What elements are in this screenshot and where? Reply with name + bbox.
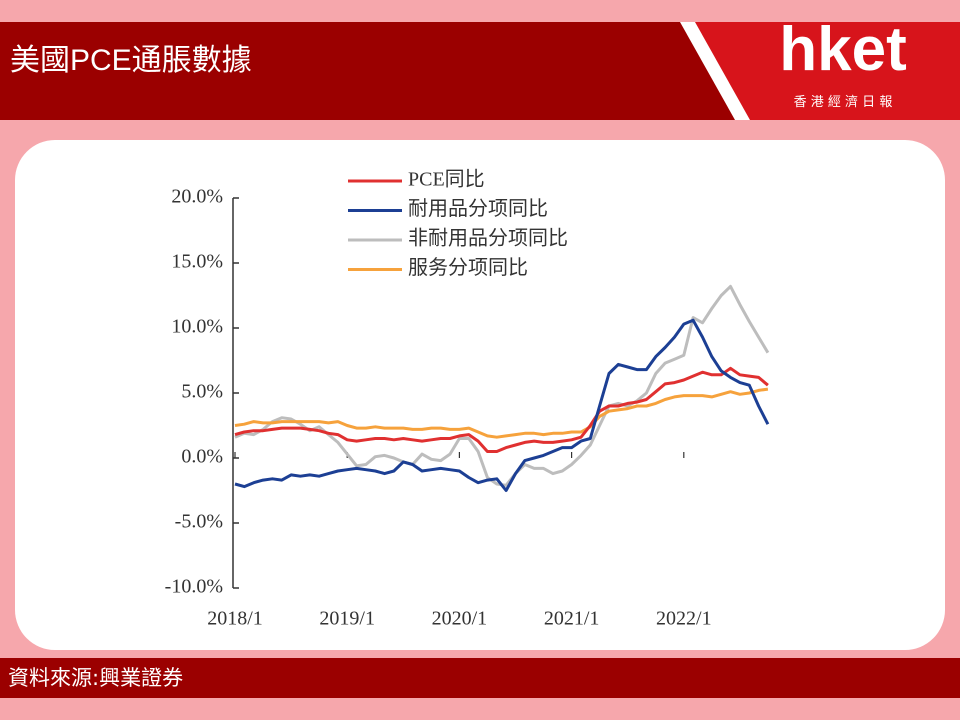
y-tick-label: 5.0% <box>181 381 223 403</box>
y-tick-label: 20.0% <box>171 186 223 208</box>
y-tick-label: 15.0% <box>171 251 223 273</box>
logo-subtitle: 香 港 經 濟 日 報 <box>794 94 893 110</box>
x-tick-label: 2021/1 <box>544 608 600 630</box>
page-title: 美國PCE通脹數據 <box>10 44 252 77</box>
source: 資料來源:興業證券 <box>8 666 183 690</box>
series-line <box>234 387 769 439</box>
x-tick-label: 2019/1 <box>319 608 375 630</box>
logo: hket <box>779 15 906 84</box>
logo-red <box>695 22 960 120</box>
legend-label: 服务分项同比 <box>408 256 528 279</box>
series-line <box>234 318 770 492</box>
x-tick-label: 2018/1 <box>207 608 263 630</box>
series-line <box>234 366 769 453</box>
chart-card <box>15 140 945 650</box>
legend-label: PCE同比 <box>408 168 485 191</box>
legend-label: 非耐用品分项同比 <box>408 227 568 250</box>
footer-bar <box>0 658 960 698</box>
x-tick-label: 2020/1 <box>432 608 488 630</box>
legend-label: 耐用品分项同比 <box>408 197 548 220</box>
x-tick-label: 2022/1 <box>656 608 712 630</box>
y-tick-label: 0.0% <box>181 446 223 468</box>
y-tick-label: -5.0% <box>175 511 223 533</box>
y-tick-label: 10.0% <box>171 316 223 338</box>
y-tick-label: -10.0% <box>165 576 223 598</box>
